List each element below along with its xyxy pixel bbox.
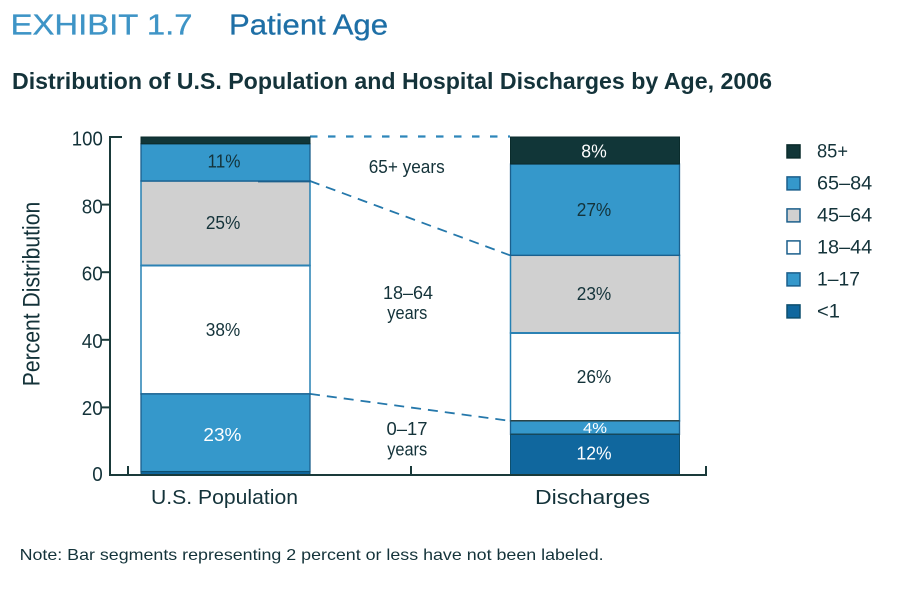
svg-text:years: years — [387, 439, 427, 460]
svg-text:18–44: 18–44 — [817, 238, 873, 259]
svg-text:Distribution of U.S. Populatio: Distribution of U.S. Population and Hosp… — [12, 68, 772, 94]
svg-text:0: 0 — [92, 464, 103, 486]
svg-text:65–84: 65–84 — [817, 174, 873, 195]
svg-text:23%: 23% — [203, 425, 241, 445]
svg-text:Percent Distribution: Percent Distribution — [19, 202, 46, 387]
svg-text:1–17: 1–17 — [817, 270, 860, 291]
svg-text:26%: 26% — [577, 367, 612, 387]
svg-text:85+: 85+ — [817, 142, 848, 163]
svg-text:years: years — [387, 302, 427, 323]
svg-text:80: 80 — [82, 197, 103, 219]
svg-text:0–17: 0–17 — [387, 418, 428, 439]
svg-text:60: 60 — [82, 264, 103, 286]
svg-text:18–64: 18–64 — [383, 282, 433, 303]
svg-text:45–64: 45–64 — [817, 206, 873, 227]
svg-text:Note: Bar segments representin: Note: Bar segments representing 2 percen… — [20, 547, 604, 564]
svg-text:U.S. Population: U.S. Population — [151, 486, 298, 509]
svg-text:25%: 25% — [206, 213, 241, 233]
svg-text:12%: 12% — [577, 444, 612, 464]
svg-text:<1: <1 — [817, 302, 840, 323]
svg-text:11%: 11% — [208, 152, 241, 172]
svg-text:38%: 38% — [206, 320, 241, 340]
svg-text:EXHIBIT 1.7: EXHIBIT 1.7 — [11, 10, 193, 42]
svg-text:20: 20 — [82, 398, 103, 420]
svg-text:Patient Age: Patient Age — [229, 10, 388, 42]
svg-text:Discharges: Discharges — [535, 486, 650, 509]
svg-text:40: 40 — [82, 331, 103, 353]
svg-text:100: 100 — [72, 129, 103, 151]
svg-text:8%: 8% — [581, 141, 606, 161]
svg-text:65+ years: 65+ years — [369, 156, 445, 177]
svg-text:23%: 23% — [577, 284, 612, 304]
svg-text:4%: 4% — [583, 421, 607, 437]
svg-text:27%: 27% — [577, 200, 612, 220]
